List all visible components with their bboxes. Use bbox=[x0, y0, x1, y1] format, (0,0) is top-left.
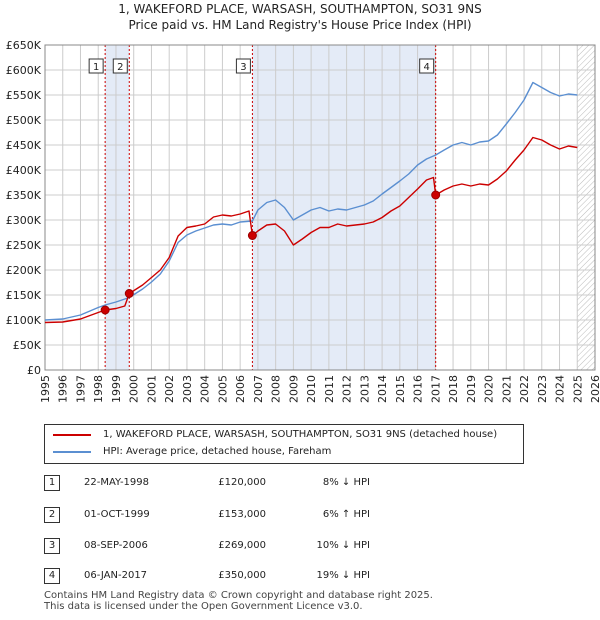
y-tick-label: £100K bbox=[6, 314, 42, 327]
x-tick-label: 2025 bbox=[571, 375, 584, 403]
price-chart: £0 £50K £100K £150K £200K £250K £300K £350K £400… bbox=[6, 39, 600, 403]
transaction-hpi-diff: 10% ↓ HPI bbox=[316, 540, 370, 551]
x-tick-label: 2002 bbox=[163, 375, 176, 403]
transaction-number: 3 bbox=[44, 538, 60, 554]
sale-point bbox=[100, 305, 110, 315]
hatched-region bbox=[577, 45, 595, 370]
x-tick-label: 2022 bbox=[518, 375, 531, 403]
x-tick-label: 2013 bbox=[358, 375, 371, 403]
x-tick-label: 2014 bbox=[376, 375, 389, 403]
shaded-period bbox=[252, 45, 436, 370]
marker-label: 2 bbox=[117, 62, 123, 73]
shaded-period bbox=[105, 45, 130, 370]
x-tick-label: 1995 bbox=[39, 375, 52, 403]
transaction-number: 4 bbox=[44, 568, 60, 584]
transaction-number: 1 bbox=[44, 475, 60, 491]
transaction-row: 1 22-MAY-1998 £120,000 8% ↓ HPI bbox=[0, 475, 600, 493]
x-tick-label: 2024 bbox=[554, 375, 567, 403]
transaction-price: £350,000 bbox=[218, 570, 266, 581]
x-tick-label: 1996 bbox=[57, 375, 70, 403]
x-tick-label: 2010 bbox=[305, 375, 318, 403]
transaction-date: 22-MAY-1998 bbox=[84, 477, 150, 488]
legend: 1, WAKEFORD PLACE, WARSASH, SOUTHAMPTON,… bbox=[44, 424, 524, 464]
y-tick-label: £150K bbox=[6, 289, 42, 302]
x-tick-label: 2008 bbox=[270, 375, 283, 403]
legend-swatch-property bbox=[53, 433, 91, 436]
transaction-hpi-diff: 8% ↓ HPI bbox=[322, 477, 370, 488]
x-tick-label: 2001 bbox=[145, 375, 158, 403]
x-tick-label: 2016 bbox=[412, 375, 425, 403]
y-tick-label: £200K bbox=[6, 264, 42, 277]
y-tick-label: £600K bbox=[6, 64, 42, 77]
chart-subtitle: Price paid vs. HM Land Registry's House … bbox=[128, 18, 472, 32]
sale-point bbox=[124, 289, 134, 298]
x-tick-label: 2020 bbox=[483, 375, 496, 403]
transaction-row: 2 01-OCT-1999 £153,000 6% ↑ HPI bbox=[0, 507, 600, 525]
footer-licence: This data is licensed under the Open Gov… bbox=[44, 601, 363, 612]
y-tick-label: £500K bbox=[6, 114, 42, 127]
x-tick-label: 2017 bbox=[429, 375, 442, 403]
x-tick-label: 1998 bbox=[92, 375, 105, 403]
x-tick-label: 2023 bbox=[536, 375, 549, 403]
y-tick-label: £400K bbox=[6, 164, 42, 177]
x-tick-label: 2000 bbox=[128, 375, 141, 403]
legend-label-property: 1, WAKEFORD PLACE, WARSASH, SOUTHAMPTON,… bbox=[103, 429, 498, 440]
transaction-row: 4 06-JAN-2017 £350,000 19% ↓ HPI bbox=[0, 568, 600, 586]
series-line bbox=[44, 136, 578, 324]
y-tick-label: £350K bbox=[6, 189, 42, 202]
y-tick-label: £450K bbox=[6, 139, 42, 152]
transaction-price: £153,000 bbox=[218, 509, 266, 520]
marker-label-box bbox=[235, 58, 251, 74]
marker-label: 4 bbox=[423, 62, 429, 73]
plot-frame bbox=[44, 44, 596, 371]
y-tick-label: £50K bbox=[13, 339, 42, 352]
y-tick-label: £650K bbox=[6, 39, 42, 52]
x-tick-label: 2005 bbox=[216, 375, 229, 403]
x-tick-label: 2003 bbox=[181, 375, 194, 403]
transaction-row: 3 08-SEP-2006 £269,000 10% ↓ HPI bbox=[0, 538, 600, 556]
transaction-date: 08-SEP-2006 bbox=[84, 540, 148, 551]
y-tick-label: £550K bbox=[6, 89, 42, 102]
transaction-hpi-diff: 19% ↓ HPI bbox=[316, 570, 370, 581]
sale-point bbox=[247, 231, 257, 240]
x-tick-label: 2007 bbox=[252, 375, 265, 403]
x-tick-label: 2009 bbox=[287, 375, 300, 403]
x-tick-label: 2026 bbox=[589, 375, 600, 403]
marker-label-box bbox=[112, 58, 128, 74]
legend-item-hpi: HPI: Average price, detached house, Fare… bbox=[45, 446, 331, 457]
legend-label-hpi: HPI: Average price, detached house, Fare… bbox=[103, 446, 332, 457]
x-tick-label: 2019 bbox=[465, 375, 478, 403]
chart-title: 1, WAKEFORD PLACE, WARSASH, SOUTHAMPTON,… bbox=[118, 2, 482, 16]
transaction-price: £269,000 bbox=[218, 540, 266, 551]
y-tick-label: £0 bbox=[27, 364, 41, 377]
legend-swatch-hpi bbox=[53, 450, 91, 453]
legend-item-property: 1, WAKEFORD PLACE, WARSASH, SOUTHAMPTON,… bbox=[45, 429, 497, 440]
transaction-price: £120,000 bbox=[218, 477, 266, 488]
series-line bbox=[44, 81, 578, 321]
marker-label-box bbox=[88, 58, 104, 74]
transaction-date: 06-JAN-2017 bbox=[84, 570, 148, 581]
x-tick-label: 2015 bbox=[394, 375, 407, 403]
x-tick-label: 2018 bbox=[447, 375, 460, 403]
transaction-hpi-diff: 6% ↑ HPI bbox=[322, 509, 370, 520]
x-tick-label: 2006 bbox=[234, 375, 247, 403]
footer-copyright: Contains HM Land Registry data © Crown c… bbox=[44, 590, 433, 601]
marker-label: 3 bbox=[240, 62, 246, 73]
marker-label: 1 bbox=[93, 62, 99, 73]
x-tick-label: 1999 bbox=[110, 375, 123, 403]
x-tick-label: 2012 bbox=[341, 375, 354, 403]
y-tick-label: £300K bbox=[6, 214, 42, 227]
marker-label-box bbox=[419, 58, 435, 74]
x-tick-label: 1997 bbox=[74, 375, 87, 403]
y-tick-label: £250K bbox=[6, 239, 42, 252]
sale-point bbox=[431, 190, 441, 200]
x-tick-label: 2004 bbox=[199, 375, 212, 403]
x-tick-label: 2021 bbox=[500, 375, 513, 403]
x-tick-label: 2011 bbox=[323, 375, 336, 403]
transaction-date: 01-OCT-1999 bbox=[84, 509, 150, 520]
transaction-number: 2 bbox=[44, 507, 60, 523]
